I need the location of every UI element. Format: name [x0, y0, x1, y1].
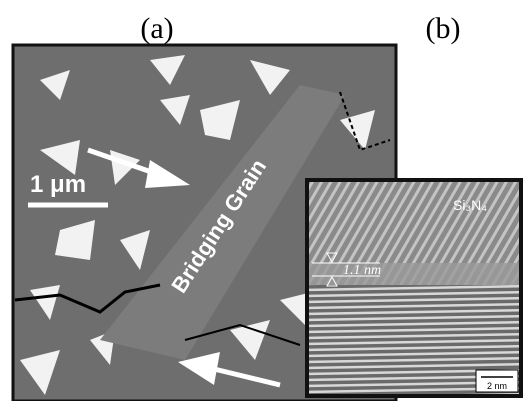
micrograph-b: Si₃N₄ 1.1 nm 2 nm	[307, 180, 521, 396]
figure: (a) (b) 1 μm Bridging Grain Si₃N₄	[0, 0, 523, 401]
scale-bar-label: 1 μm	[30, 171, 86, 198]
thickness-label: 1.1 nm	[343, 263, 381, 278]
material-label: Si₃N₄	[453, 197, 487, 213]
panel-label: (a)	[140, 12, 173, 45]
scale-bar-label: 2 nm	[487, 381, 507, 391]
panel-label: (b)	[426, 12, 461, 45]
